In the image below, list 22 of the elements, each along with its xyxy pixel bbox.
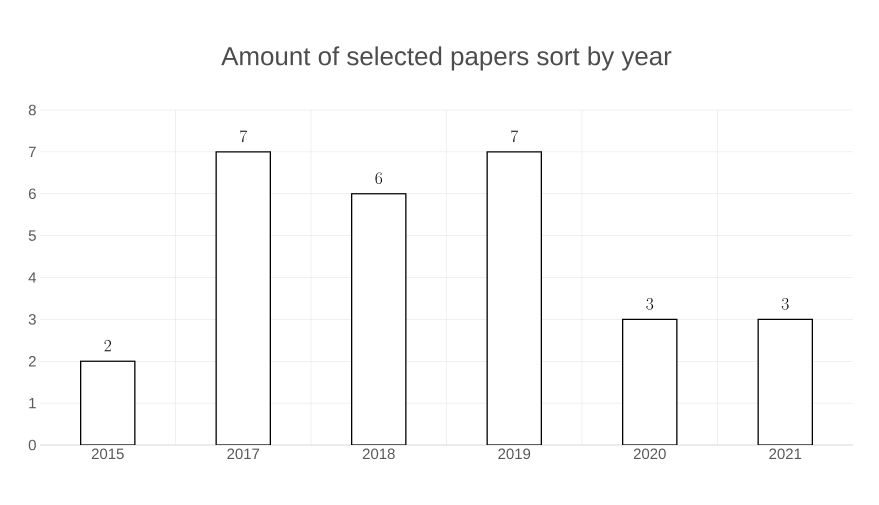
y-tick-label: 3 [28,314,36,325]
data-label: 3 [782,298,789,310]
x-tick-label: 2021 [769,448,802,460]
y-tick-label: 8 [28,104,36,116]
x-tick-label: 2019 [498,448,530,460]
chart-title: Amount of selected papers sort by year [221,46,672,70]
x-tick-label: 2018 [362,448,395,460]
data-label: 7 [240,130,248,142]
data-label: 2 [104,340,111,352]
x-tick-label: 2015 [92,448,124,460]
data-label: 6 [375,172,382,184]
y-tick-label: 2 [28,356,36,366]
y-tick-label: 5 [28,230,36,241]
y-tick-label: 6 [28,188,36,200]
y-tick-label: 1 [29,398,36,408]
y-tick-label: 0 [28,440,36,450]
y-tick-label: 4 [28,272,36,283]
data-label: 7 [511,130,518,142]
data-label: 3 [646,298,654,310]
x-tick-label: 2017 [227,448,260,460]
x-tick-label: 2020 [634,448,666,460]
y-tick-label: 7 [28,146,36,158]
